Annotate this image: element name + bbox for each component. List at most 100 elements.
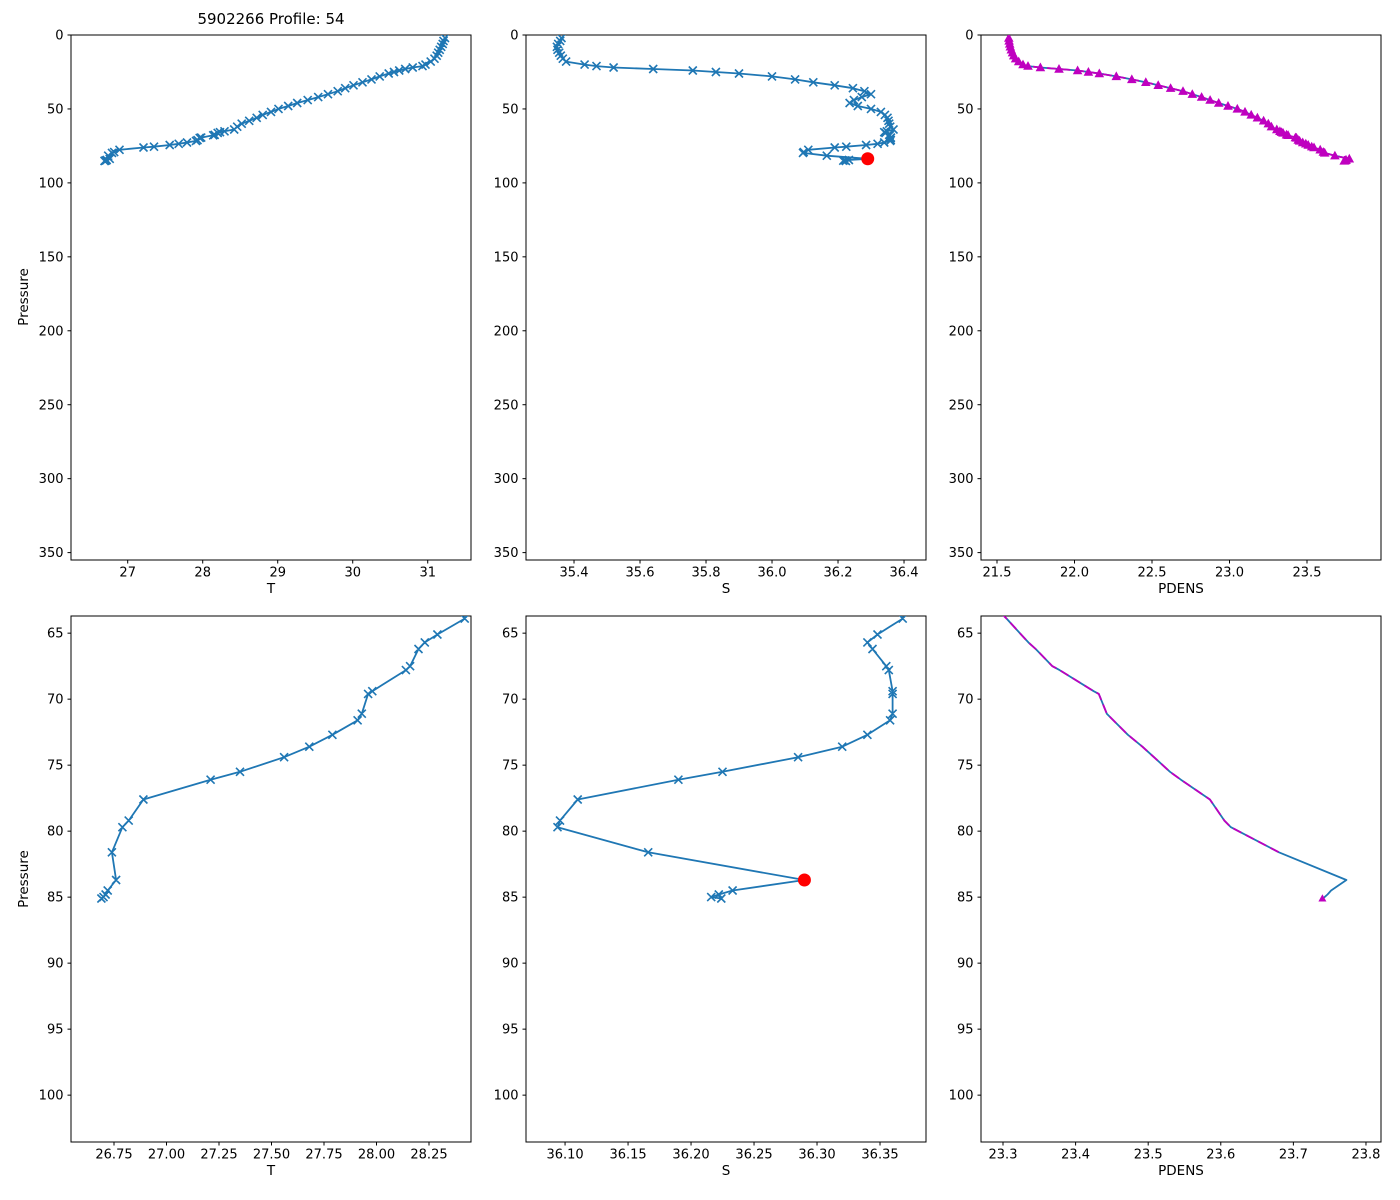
x-tick-label: 23.3 <box>989 1148 1018 1163</box>
axes-box <box>525 34 927 561</box>
y-tick-label: 150 <box>39 250 64 265</box>
y-tick-label: 85 <box>502 891 519 906</box>
highlighted-point <box>797 873 811 887</box>
x-markers-S-full <box>552 35 899 166</box>
x-tick-label: 36.35 <box>861 1148 898 1163</box>
y-tick-label: 350 <box>494 546 519 561</box>
series-group <box>1004 35 1355 165</box>
y-tick-label: 80 <box>502 825 519 840</box>
axes-box <box>980 615 1382 1143</box>
x-tick-label: 31 <box>419 566 436 581</box>
subplot-T-zoom: 26.75 27.00 27.25 27.50 27.75 28.00 28.25 65 70 7… <box>39 615 472 1163</box>
x-tick-label: 27.00 <box>148 1148 185 1163</box>
x-tick-label: 36.20 <box>672 1148 709 1163</box>
x-tick-label: 22.5 <box>1138 566 1167 581</box>
profile-line-T-T-zoom <box>100 616 467 900</box>
y-tick-label: 50 <box>47 102 64 117</box>
x-tick-label: 28.00 <box>358 1148 395 1163</box>
y-tick-label: 250 <box>494 398 519 413</box>
x-axis-label-s-zoom: S <box>721 1163 731 1179</box>
x-tick-label: 23.6 <box>1206 1148 1235 1163</box>
y-tick-label: 0 <box>510 29 518 44</box>
y-tick-label: 80 <box>957 825 974 840</box>
y-tick-label: 50 <box>502 102 519 117</box>
highlighted-point <box>861 152 875 166</box>
y-tick-label: 150 <box>494 250 519 265</box>
x-tick-label: 22.0 <box>1060 566 1089 581</box>
subplot-S-zoom: 36.10 36.15 36.20 36.25 36.30 36.35 65 70 75 80 85… <box>494 615 927 1163</box>
y-tick-label: 65 <box>957 627 974 642</box>
y-ticks: 65 70 75 80 85 90 95 100 <box>39 627 71 1104</box>
y-tick-label: 100 <box>949 1089 974 1104</box>
profile-line-T-T-full <box>104 37 446 162</box>
y-tick-label: 75 <box>957 759 974 774</box>
triangle-markers-PDENS-full <box>1004 35 1355 165</box>
x-tick-label: 23.5 <box>1293 566 1322 581</box>
y-tick-label: 300 <box>494 472 519 487</box>
y-tick-label: 250 <box>949 398 974 413</box>
y-tick-label: 350 <box>39 546 64 561</box>
y-axis-label-pressure-top: Pressure <box>16 268 32 326</box>
subplot-S-full: 35.4 35.6 35.8 36.0 36.2 36.4 0 50 100 150 200 250 3… <box>494 29 927 581</box>
y-ticks: 65 70 75 80 85 90 95 100 <box>949 627 981 1104</box>
series-group <box>552 35 899 166</box>
x-tick-label: 36.15 <box>609 1148 646 1163</box>
y-tick-label: 300 <box>949 472 974 487</box>
x-tick-label: 36.0 <box>758 566 787 581</box>
series-group <box>1002 616 1348 902</box>
series-group <box>99 35 450 166</box>
x-markers-T-full <box>99 35 450 166</box>
y-tick-label: 85 <box>47 891 64 906</box>
x-tick-label: 35.6 <box>626 566 655 581</box>
x-tick-label: 36.25 <box>735 1148 772 1163</box>
profile-line-PDENS-PDENS-zoom <box>1002 616 1280 854</box>
y-tick-label: 100 <box>39 1089 64 1104</box>
x-tick-label: 36.10 <box>546 1148 583 1163</box>
y-tick-label: 75 <box>502 759 519 774</box>
y-tick-label: 200 <box>39 324 64 339</box>
y-tick-label: 100 <box>949 176 974 191</box>
x-tick-label: 35.4 <box>560 566 589 581</box>
subplot-PDENS-full: 21.5 22.0 22.5 23.0 23.5 0 50 100 150 200 250 300 35… <box>949 29 1382 581</box>
x-tick-label: 29 <box>269 566 286 581</box>
y-tick-label: 95 <box>957 1023 974 1038</box>
y-tick-label: 200 <box>949 324 974 339</box>
y-tick-label: 300 <box>39 472 64 487</box>
axes-box <box>70 615 472 1143</box>
y-tick-label: 95 <box>502 1023 519 1038</box>
figure-title: 5902266 Profile: 54 <box>197 10 345 28</box>
x-markers-S-zoom <box>552 616 908 904</box>
y-tick-label: 100 <box>39 176 64 191</box>
x-axis-label-s-full: S <box>721 581 731 597</box>
y-tick-label: 0 <box>965 29 973 44</box>
axes-box <box>525 615 927 1143</box>
y-tick-label: 100 <box>494 1089 519 1104</box>
profile-line-S-S-zoom <box>556 616 904 900</box>
x-tick-label: 30 <box>344 566 361 581</box>
x-tick-label: 28.25 <box>410 1148 447 1163</box>
y-tick-label: 90 <box>957 957 974 972</box>
y-tick-label: 75 <box>47 759 64 774</box>
y-axis-label-pressure-bottom: Pressure <box>16 850 32 908</box>
subplot-PDENS-zoom: 23.3 23.4 23.5 23.6 23.7 23.8 65 70 75 80 85 90 95 10… <box>949 615 1382 1163</box>
y-tick-label: 95 <box>47 1023 64 1038</box>
x-tick-label: 27 <box>119 566 136 581</box>
y-tick-label: 85 <box>957 891 974 906</box>
y-tick-label: 250 <box>39 398 64 413</box>
y-tick-label: 90 <box>502 957 519 972</box>
axes-box <box>980 34 1382 561</box>
x-ticks: 36.10 36.15 36.20 36.25 36.30 36.35 <box>546 1142 899 1163</box>
x-tick-label: 28 <box>194 566 211 581</box>
y-tick-label: 65 <box>502 627 519 642</box>
x-axis-label-t-full: T <box>266 581 276 597</box>
x-tick-label: 36.2 <box>824 566 853 581</box>
series-group <box>96 616 470 904</box>
x-ticks: 23.3 23.4 23.5 23.6 23.7 23.8 <box>989 1142 1380 1163</box>
y-tick-label: 150 <box>949 250 974 265</box>
x-tick-label: 27.75 <box>305 1148 342 1163</box>
y-tick-label: 80 <box>47 825 64 840</box>
y-tick-label: 50 <box>957 102 974 117</box>
y-ticks: 0 50 100 150 200 250 300 350 <box>949 29 981 561</box>
x-ticks: 35.4 35.6 35.8 36.0 36.2 36.4 <box>560 560 918 581</box>
